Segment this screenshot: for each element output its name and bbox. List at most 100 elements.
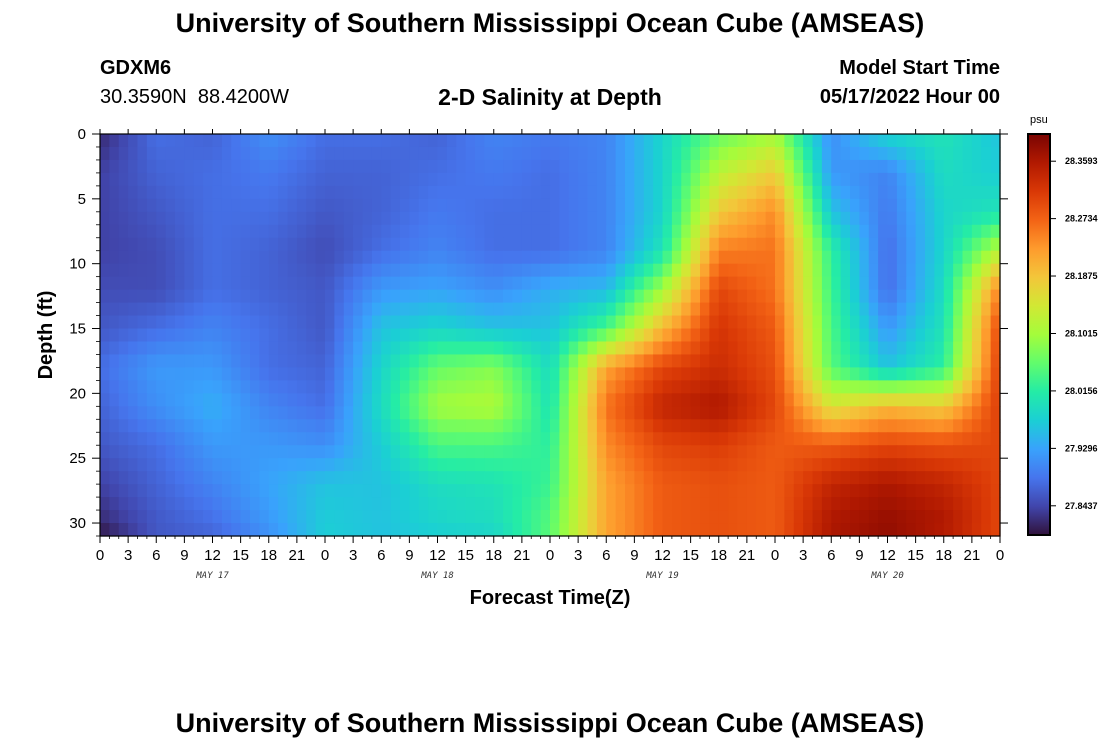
heatmap-cell [221,302,232,317]
heatmap-cell [681,302,692,317]
heatmap-cell [765,393,776,407]
heatmap-cell [915,198,926,213]
heatmap-cell [343,432,354,446]
heatmap-cell [512,471,523,485]
heatmap-cell [137,458,148,472]
heatmap-cell [343,159,354,174]
heatmap-cell [531,458,542,472]
heatmap-cell [559,393,570,407]
heatmap-cell [671,471,682,485]
heatmap-cell [512,393,523,407]
heatmap-cell [981,250,992,265]
heatmap-cell [493,380,504,394]
heatmap-cell [231,302,242,317]
heatmap-cell [221,354,232,369]
heatmap-cell [531,367,542,381]
heatmap-cell [428,289,439,304]
heatmap-cell [184,328,195,343]
heatmap-cell [953,315,964,330]
heatmap-cell [578,315,589,330]
heatmap-cell [765,419,776,433]
heatmap-cell [653,302,664,317]
heatmap-cell [296,224,307,239]
heatmap-cell [990,146,1001,161]
heatmap-cell [296,328,307,343]
heatmap-cell [240,380,251,394]
heatmap-cell [859,250,870,265]
heatmap-cell [428,445,439,459]
heatmap-cell [690,367,701,381]
heatmap-cell [756,237,767,252]
heatmap-cell [109,263,120,278]
heatmap-cell [943,185,954,200]
heatmap-cell [446,445,457,459]
heatmap-cell [428,224,439,239]
heatmap-cell [250,393,260,407]
heatmap-cell [165,237,176,252]
heatmap-cell [709,198,720,213]
heatmap-cell [756,471,767,485]
heatmap-cell [250,471,260,485]
heatmap-cell [287,341,298,356]
heatmap-cell [887,146,898,161]
heatmap-cell [465,341,476,356]
heatmap-cell [212,276,223,291]
heatmap-cell [268,354,279,369]
heatmap-cell [231,406,242,420]
heatmap-cell [203,497,214,511]
heatmap-cell [662,250,673,265]
heatmap-cell [737,497,748,511]
heatmap-cell [371,471,382,485]
heatmap-cell [212,380,223,394]
heatmap-cell [100,497,110,511]
heatmap-cell [625,224,635,239]
heatmap-cell [353,250,364,265]
heatmap-cell [690,146,701,161]
heatmap-cell [465,159,476,174]
heatmap-cell [568,211,579,226]
heatmap-cell [446,172,457,187]
heatmap-cell [831,185,842,200]
heatmap-cell [343,393,354,407]
heatmap-cell [690,276,701,291]
heatmap-cell [175,367,185,381]
heatmap-cell [643,172,654,187]
heatmap-cell [128,497,139,511]
heatmap-cell [390,276,401,291]
heatmap-cell [250,380,260,394]
heatmap-cell [568,367,579,381]
heatmap-cell [503,367,514,381]
heatmap-cell [896,471,907,485]
heatmap-cell [259,432,270,446]
heatmap-cell [906,289,917,304]
heatmap-cell [446,432,457,446]
heatmap-cell [353,146,364,161]
heatmap-cell [146,250,157,265]
heatmap-cell [437,445,448,459]
heatmap-cell [596,185,607,200]
heatmap-cell [878,328,889,343]
heatmap-cell [156,419,167,433]
heatmap-cell [821,432,832,446]
heatmap-cell [212,432,223,446]
heatmap-cell [503,211,514,226]
heatmap-cell [296,523,307,537]
heatmap-cell [362,211,373,226]
heatmap-cell [493,510,504,524]
heatmap-cell [400,445,410,459]
heatmap-cell [231,471,242,485]
heatmap-cell [428,302,439,317]
heatmap-cell [962,289,973,304]
heatmap-cell [746,224,757,239]
heatmap-cell [662,185,673,200]
heatmap-cell [700,159,710,174]
heatmap-cell [315,198,326,213]
heatmap-cell [821,380,832,394]
heatmap-cell [681,523,692,537]
heatmap-cell [268,497,279,511]
heatmap-cell [137,354,148,369]
heatmap-cell [746,159,757,174]
heatmap-cell [831,237,842,252]
heatmap-cell [812,263,823,278]
heatmap-cell [859,510,870,524]
